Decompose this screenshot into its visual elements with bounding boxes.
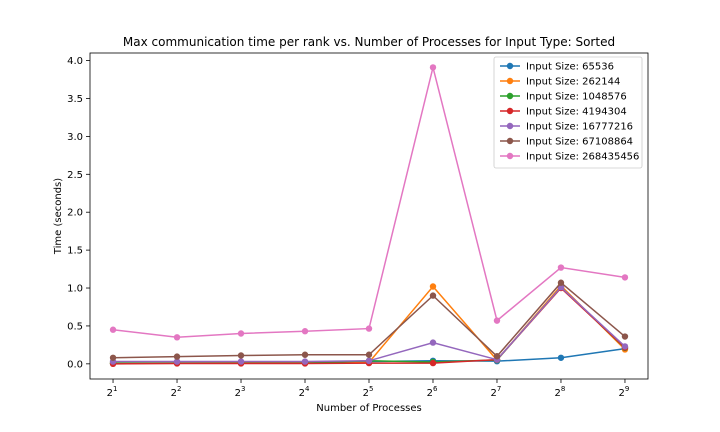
x-tick-label: 28: [555, 385, 566, 399]
data-point: [429, 359, 437, 367]
legend-marker: [506, 77, 514, 85]
legend-item: Input Size: 65536: [500, 62, 614, 73]
data-point: [557, 264, 565, 271]
data-point: [173, 334, 181, 341]
y-tick-label: 1.0: [67, 284, 83, 295]
data-point: [493, 353, 501, 360]
x-tick-label: 22: [171, 385, 182, 399]
x-axis-label: Number of Processes: [316, 403, 421, 414]
legend-item: Input Size: 16777216: [500, 122, 633, 133]
series-67108864: [109, 279, 629, 361]
legend-item: Input Size: 1048576: [500, 92, 627, 103]
data-point: [173, 353, 181, 360]
y-tick-label: 2.5: [67, 170, 83, 181]
data-point: [365, 325, 373, 332]
x-axis: 21 22 23 24 25 26 27 28 29: [107, 379, 630, 399]
data-point: [557, 354, 565, 361]
data-point: [237, 352, 245, 359]
legend-label: Input Size: 4194304: [526, 107, 627, 118]
series-layer: [109, 64, 629, 368]
data-point: [429, 283, 437, 290]
x-tick-label: 25: [363, 385, 374, 399]
data-point: [237, 358, 245, 365]
legend-item: Input Size: 4194304: [500, 107, 627, 118]
legend-marker: [506, 62, 514, 70]
legend-marker: [506, 152, 514, 160]
legend-label: Input Size: 16777216: [526, 122, 633, 133]
x-tick-label: 27: [491, 385, 502, 399]
y-tick-label: 2.0: [67, 208, 83, 219]
legend-marker: [506, 107, 514, 115]
data-point: [301, 328, 309, 335]
data-point: [429, 64, 437, 71]
legend-label: Input Size: 268435456: [526, 152, 639, 163]
legend-label: Input Size: 262144: [526, 77, 620, 88]
data-point: [301, 351, 309, 358]
y-tick-label: 4.0: [67, 56, 83, 67]
y-tick-label: 0.5: [67, 321, 83, 332]
data-point: [173, 358, 181, 365]
legend-marker: [506, 92, 514, 100]
data-point: [621, 333, 629, 340]
legend-marker: [506, 122, 514, 130]
legend-label: Input Size: 67108864: [526, 137, 633, 148]
y-tick-label: 3.0: [67, 132, 83, 143]
legend-item: Input Size: 268435456: [500, 152, 639, 163]
legend: Input Size: 65536 Input Size: 262144 Input…: [493, 56, 643, 169]
legend-item: Input Size: 262144: [500, 77, 620, 88]
y-tick-label: 3.5: [67, 94, 83, 105]
legend-item: Input Size: 67108864: [500, 137, 633, 148]
y-tick-label: 1.5: [67, 246, 83, 257]
legend-label: Input Size: 65536: [526, 62, 614, 73]
data-point: [301, 358, 309, 365]
data-point: [557, 279, 565, 286]
x-tick-label: 29: [619, 385, 630, 399]
legend-box: [493, 56, 643, 169]
data-point: [429, 292, 437, 299]
x-tick-label: 23: [235, 385, 246, 399]
data-point: [109, 326, 117, 333]
data-point: [365, 351, 373, 358]
x-tick-label: 26: [427, 385, 438, 399]
legend-label: Input Size: 1048576: [526, 92, 627, 103]
chart-title: Max communication time per rank vs. Numb…: [123, 35, 615, 49]
y-axis: 0.0 0.5 1.0 1.5 2.0 2.5 3.0 3.5 4.0: [67, 56, 90, 370]
series-line: [113, 281, 626, 359]
data-point: [365, 357, 373, 365]
legend-marker: [506, 137, 514, 145]
x-tick-label: 24: [299, 385, 310, 399]
data-point: [429, 339, 437, 346]
data-point: [621, 274, 629, 281]
data-point: [621, 343, 629, 350]
series-268435456: [109, 64, 629, 341]
data-point: [109, 354, 117, 361]
y-tick-label: 0.0: [67, 359, 83, 370]
data-point: [237, 330, 245, 337]
data-point: [493, 317, 501, 324]
y-axis-label: Time (seconds): [53, 178, 64, 255]
x-tick-label: 21: [107, 385, 118, 399]
